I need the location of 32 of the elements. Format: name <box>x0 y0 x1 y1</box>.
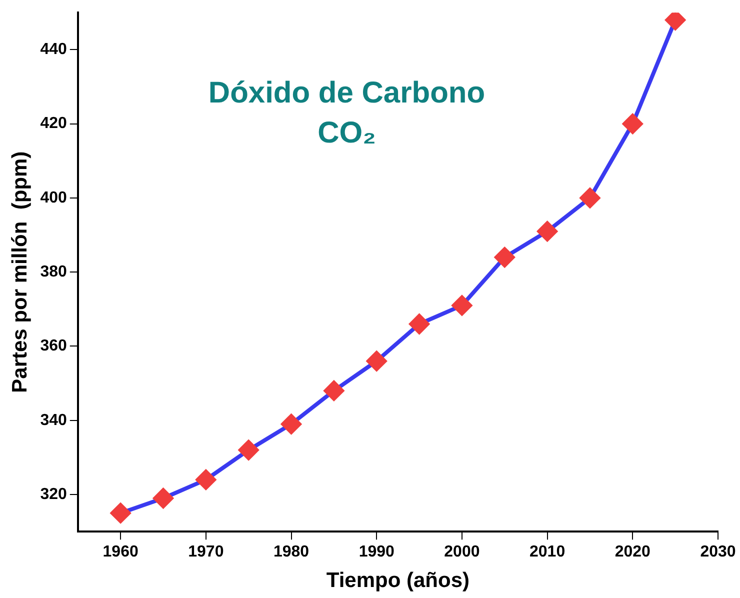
point <box>537 221 558 242</box>
point <box>324 380 344 401</box>
point <box>281 414 302 434</box>
point <box>409 314 430 334</box>
x-tick-label: 1970 <box>188 544 224 561</box>
x-tick-label: 2000 <box>444 544 480 561</box>
y-tick-label: 440 <box>40 41 67 58</box>
x-tick-label: 1980 <box>273 544 310 561</box>
point <box>494 247 515 268</box>
y-tick-label: 420 <box>40 115 67 132</box>
point <box>196 470 216 490</box>
y-tick-label: 360 <box>40 338 67 355</box>
x-tick-label: 2030 <box>700 544 736 561</box>
point <box>452 295 472 316</box>
point <box>238 440 259 460</box>
y-tick-label: 380 <box>40 264 67 281</box>
point <box>622 114 643 134</box>
x-tick-label: 2010 <box>530 544 566 561</box>
x-tick-label: 1960 <box>102 544 138 561</box>
y-axis-title: Partes por millón (ppm) <box>8 151 32 393</box>
text: Dóxido de Carbono <box>208 76 486 110</box>
point <box>153 488 174 508</box>
y-tick-label: 400 <box>40 189 67 206</box>
x-axis-title: Tiempo (años) <box>326 569 470 592</box>
x-tick-label: 1990 <box>358 544 395 561</box>
text: CO₂ <box>318 116 376 150</box>
point <box>366 351 387 372</box>
point <box>110 503 131 524</box>
y-tick-label: 320 <box>40 486 67 503</box>
y-tick-label: 340 <box>40 412 67 429</box>
x-tick-label: 2020 <box>614 544 651 561</box>
point <box>580 188 600 208</box>
